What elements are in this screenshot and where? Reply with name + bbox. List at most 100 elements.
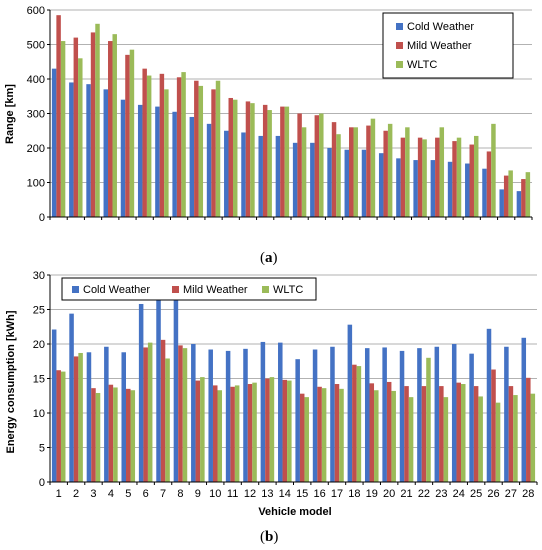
bar-wltc-5 <box>129 49 135 217</box>
bar-wltc-18 <box>356 366 362 482</box>
bar-cold-7 <box>155 106 160 217</box>
bar-mild-12 <box>247 384 253 482</box>
axes <box>47 274 538 485</box>
bar-cold-12 <box>243 348 248 482</box>
bar-wltc-27 <box>508 170 513 217</box>
bar-mild-16 <box>314 115 320 217</box>
bar-wltc-28 <box>530 393 536 482</box>
bar-wltc-14 <box>287 380 292 482</box>
x-tick-label: 12 <box>244 488 256 500</box>
x-tick-label: 18 <box>348 488 360 500</box>
y-axis-title: Range [km] <box>4 84 16 144</box>
bar-mild-26 <box>491 369 496 482</box>
bar-cold-19 <box>364 348 370 482</box>
svg-text:(a): (a) <box>260 250 278 266</box>
bar-mild-10 <box>211 89 216 217</box>
bar-wltc-8 <box>181 72 186 217</box>
bar-mild-14 <box>280 106 285 217</box>
bar-cold-11 <box>224 130 229 217</box>
bar-wltc-13 <box>267 110 272 217</box>
bar-cold-20 <box>378 153 384 217</box>
y-tick-label: 500 <box>27 40 45 52</box>
bar-wltc-21 <box>405 127 410 217</box>
x-tick-label: 20 <box>383 488 395 500</box>
bar-wltc-8 <box>182 348 188 482</box>
x-tick-label: 11 <box>227 488 238 500</box>
bar-cold-5 <box>121 352 127 482</box>
bar-wltc-22 <box>426 357 431 482</box>
bar-mild-2 <box>73 37 79 217</box>
y-tick-label: 400 <box>27 74 45 86</box>
y-tick-label: 600 <box>27 5 45 17</box>
bar-wltc-23 <box>443 397 449 482</box>
bar-mild-26 <box>486 151 492 217</box>
y-tick-labels: 0 5 10 15 20 25 30 <box>33 270 45 489</box>
y-tick-label: 25 <box>33 305 45 317</box>
bar-mild-13 <box>265 378 270 482</box>
bar-mild-24 <box>452 141 457 217</box>
legend-swatch-wltc <box>262 286 269 293</box>
bar-wltc-6 <box>147 342 153 482</box>
bar-cold-24 <box>451 344 457 482</box>
bar-mild-25 <box>469 144 474 217</box>
legend-swatch-mild <box>396 42 403 49</box>
bar-mild-8 <box>176 77 182 218</box>
bar-cold-27 <box>504 346 509 482</box>
x-tick-label: 17 <box>331 488 343 500</box>
bar-cold-13 <box>258 135 263 217</box>
bar-mild-19 <box>366 125 371 217</box>
bar-cold-15 <box>292 142 298 217</box>
bar-wltc-3 <box>95 23 100 217</box>
bar-mild-22 <box>417 137 423 217</box>
bar-mild-6 <box>142 68 147 218</box>
bar-mild-23 <box>435 137 440 217</box>
bar-wltc-15 <box>304 397 309 482</box>
bar-wltc-19 <box>370 118 376 217</box>
bar-wltc-17 <box>336 134 341 217</box>
bar-mild-25 <box>473 386 479 482</box>
y-tick-label: 10 <box>33 408 45 420</box>
bar-wltc-22 <box>422 139 427 217</box>
bar-cold-20 <box>382 347 387 482</box>
bar-cold-23 <box>434 346 440 482</box>
bar-wltc-11 <box>234 385 240 482</box>
bar-cold-17 <box>330 346 335 482</box>
bar-wltc-25 <box>473 135 479 217</box>
bar-wltc-5 <box>130 390 136 482</box>
bar-cold-7 <box>156 295 161 482</box>
chart-range: 0 100 200 300 400 500 600 Range [km] Cold Weat… <box>4 5 533 266</box>
bar-mild-21 <box>400 137 406 217</box>
x-tick-label: 23 <box>435 488 447 500</box>
y-tick-labels: 0 100 200 300 400 500 600 <box>27 5 45 224</box>
bar-wltc-10 <box>215 80 221 217</box>
x-tick-label: 27 <box>505 488 517 500</box>
y-tick-label: 100 <box>27 178 45 190</box>
bar-cold-10 <box>206 123 212 217</box>
bar-cold-16 <box>310 142 315 217</box>
x-tick-label: 9 <box>195 488 201 500</box>
bar-mild-14 <box>282 379 288 482</box>
bar-mild-21 <box>404 386 409 482</box>
bar-wltc-24 <box>456 137 462 217</box>
bar-cold-16 <box>312 349 318 482</box>
bar-wltc-26 <box>495 402 501 482</box>
bar-wltc-6 <box>146 75 152 217</box>
bar-mild-20 <box>383 130 388 217</box>
legend-swatch-wltc <box>396 61 403 68</box>
bar-mild-5 <box>125 54 130 217</box>
x-tick-label: 1 <box>56 488 62 500</box>
bar-mild-3 <box>90 32 96 217</box>
bar-mild-28 <box>526 377 531 482</box>
bar-cold-17 <box>327 148 332 217</box>
x-tick-label: 28 <box>522 488 534 500</box>
x-tick-label: 22 <box>418 488 430 500</box>
y-tick-label: 5 <box>39 443 45 455</box>
bar-wltc-19 <box>374 390 379 482</box>
bar-mild-24 <box>456 382 461 482</box>
bar-cold-9 <box>191 344 196 482</box>
bar-wltc-18 <box>353 127 358 217</box>
bar-cold-22 <box>413 160 418 217</box>
bar-mild-17 <box>331 122 337 217</box>
x-tick-label: 10 <box>209 488 221 500</box>
